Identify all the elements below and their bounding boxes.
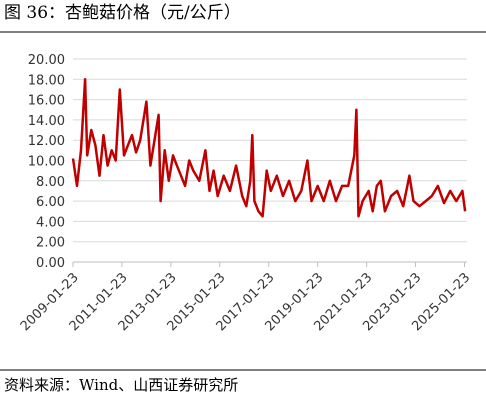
y-tick-label: 18.00 bbox=[28, 73, 65, 88]
y-tick-label: 2.00 bbox=[36, 236, 65, 251]
source: 资料来源：Wind、山西证券研究所 bbox=[4, 376, 238, 394]
y-tick-label: 8.00 bbox=[36, 175, 65, 190]
y-tick-label: 10.00 bbox=[28, 155, 65, 170]
y-tick-label: 16.00 bbox=[28, 94, 65, 109]
y-tick-label: 20.00 bbox=[28, 53, 65, 68]
y-tick-label: 6.00 bbox=[36, 195, 65, 210]
y-tick-label: 12.00 bbox=[28, 134, 65, 149]
y-tick-label: 14.00 bbox=[28, 114, 65, 129]
y-tick-label: 0.00 bbox=[36, 256, 65, 271]
y-tick-label: 4.00 bbox=[36, 215, 65, 230]
chart-title: 图 36：杏鲍菇价格（元/公斤） bbox=[4, 3, 241, 23]
price-line bbox=[71, 78, 467, 218]
